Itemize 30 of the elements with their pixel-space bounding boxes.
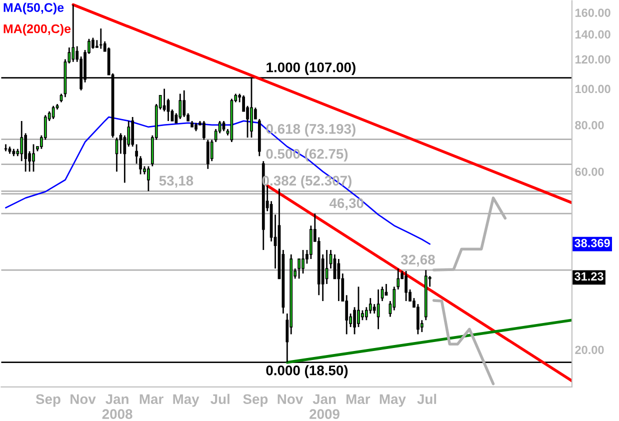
y-tick-label: 20.00 bbox=[575, 346, 604, 354]
annotation: 32,68 bbox=[400, 254, 435, 267]
annotation: 0.618 (73.193) bbox=[266, 124, 356, 137]
annotation: 46,30 bbox=[329, 198, 364, 210]
y-tick-label: 140.00 bbox=[575, 30, 610, 39]
y-tick-label: 100.00 bbox=[575, 84, 610, 94]
x-tick-label: Sep bbox=[36, 394, 60, 407]
legend-label: MA(200,C)e bbox=[4, 24, 71, 36]
annotation: 1.000 (107.00) bbox=[266, 62, 356, 76]
x-tick-label: Nov bbox=[70, 394, 96, 404]
x-tick-label: May bbox=[173, 394, 200, 407]
y-tick-label: 120.00 bbox=[575, 55, 610, 64]
annotation: 53,18 bbox=[159, 176, 194, 188]
y-tick-label: 60.00 bbox=[575, 168, 604, 176]
x-tick-label: Jan 2008 bbox=[102, 394, 132, 420]
x-tick-label: Mar bbox=[346, 394, 370, 404]
x-tick-label: Sep bbox=[243, 394, 268, 407]
x-tick-label: Mar bbox=[140, 394, 164, 404]
x-tick-label: May bbox=[380, 394, 406, 407]
x-tick-label: Jul bbox=[210, 394, 230, 404]
annotation: 0.000 (18.50) bbox=[266, 365, 348, 378]
text: MA(50,C)e bbox=[4, 2, 64, 14]
y-tick-label: 160.00 bbox=[575, 8, 610, 17]
x-tick-label: Jan 2009 bbox=[310, 394, 340, 420]
x-tick-label: Jul bbox=[417, 394, 436, 404]
annotation: 38.369 bbox=[574, 238, 610, 248]
x-tick-label: Nov bbox=[278, 394, 304, 404]
annotation: 31.23 bbox=[574, 272, 604, 281]
annotation: 0.500 (62.75) bbox=[266, 148, 348, 162]
y-tick-label: 80.00 bbox=[575, 120, 604, 130]
